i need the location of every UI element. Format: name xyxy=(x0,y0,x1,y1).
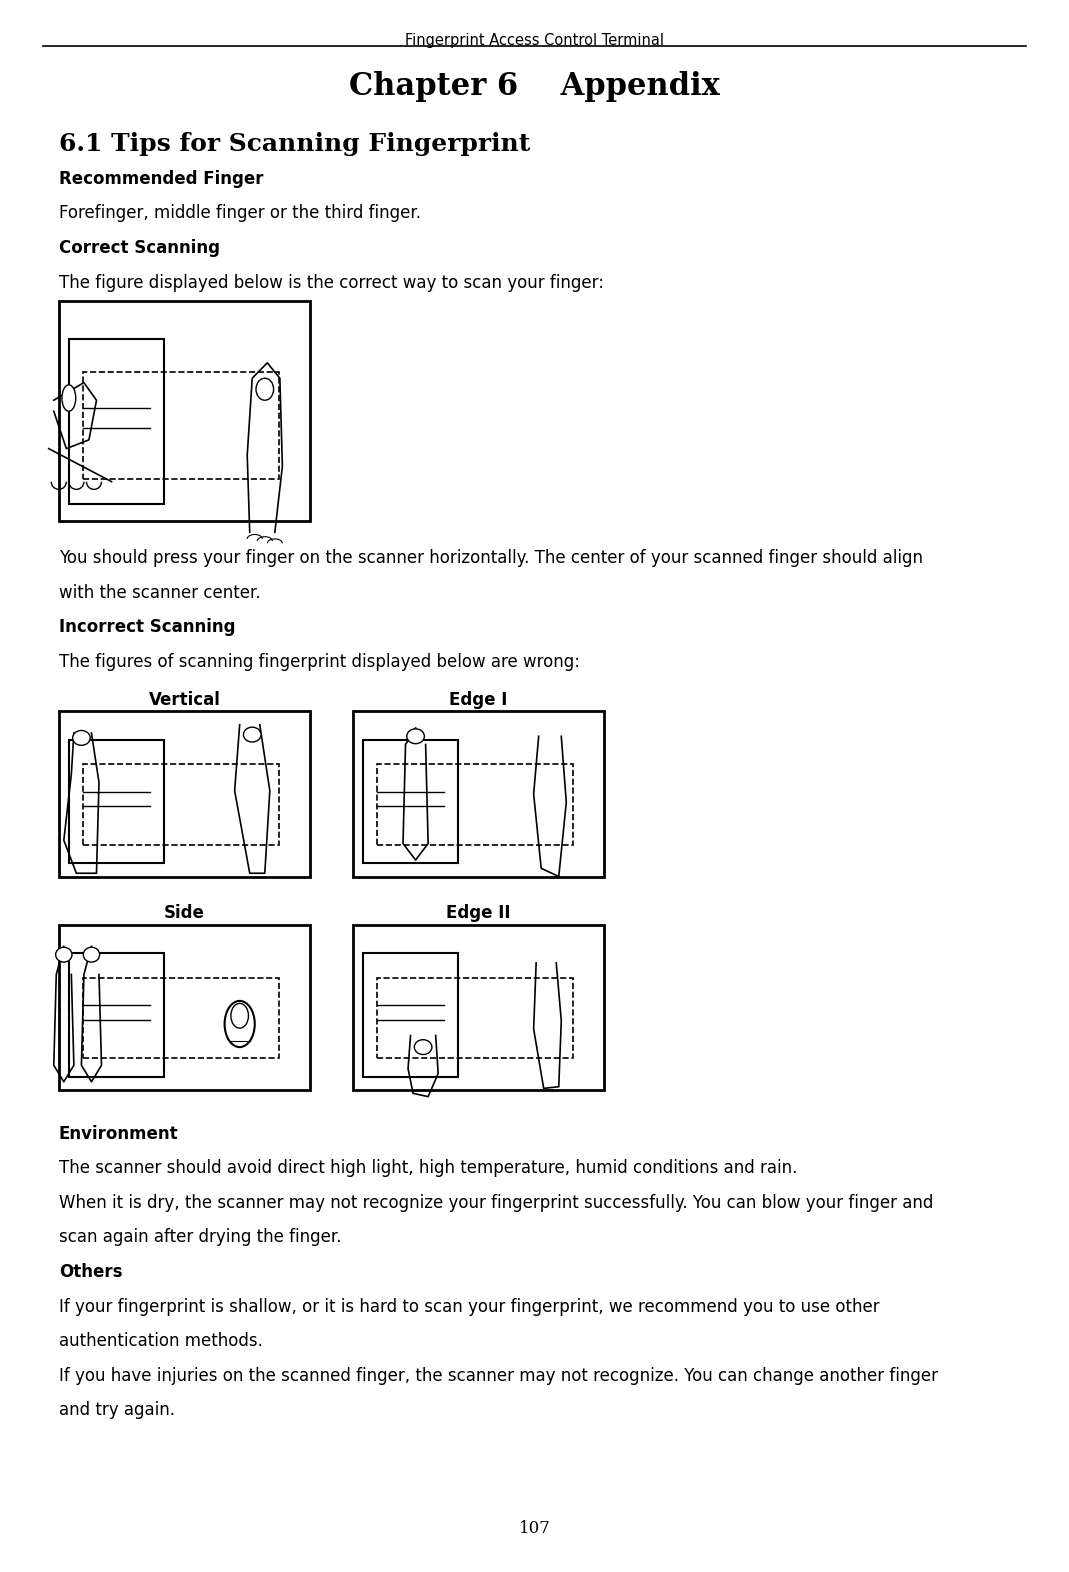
Bar xyxy=(377,764,573,844)
Ellipse shape xyxy=(224,1001,254,1047)
Text: Chapter 6    Appendix: Chapter 6 Appendix xyxy=(350,71,719,102)
Text: and try again.: and try again. xyxy=(59,1401,175,1420)
Text: Forefinger, middle finger or the third finger.: Forefinger, middle finger or the third f… xyxy=(59,204,421,222)
Bar xyxy=(59,924,310,1089)
Text: The figures of scanning fingerprint displayed below are wrong:: The figures of scanning fingerprint disp… xyxy=(59,652,579,671)
Text: 6.1 Tips for Scanning Fingerprint: 6.1 Tips for Scanning Fingerprint xyxy=(59,132,530,156)
Text: with the scanner center.: with the scanner center. xyxy=(59,583,261,602)
Text: You should press your finger on the scanner horizontally. The center of your sca: You should press your finger on the scan… xyxy=(59,549,923,567)
Text: The figure displayed below is the correct way to scan your finger:: The figure displayed below is the correc… xyxy=(59,274,604,291)
Text: Edge I: Edge I xyxy=(449,690,508,709)
Ellipse shape xyxy=(56,948,72,962)
Text: If you have injuries on the scanned finger, the scanner may not recognize. You c: If you have injuries on the scanned fing… xyxy=(59,1366,938,1385)
Text: Others: Others xyxy=(59,1262,122,1281)
Bar xyxy=(83,371,279,479)
Ellipse shape xyxy=(83,948,99,962)
Ellipse shape xyxy=(231,1003,248,1028)
Text: Recommended Finger: Recommended Finger xyxy=(59,170,263,187)
Text: scan again after drying the finger.: scan again after drying the finger. xyxy=(59,1228,341,1247)
Bar xyxy=(68,338,165,503)
Bar xyxy=(353,712,604,877)
Ellipse shape xyxy=(62,385,76,412)
Bar xyxy=(362,739,459,863)
Text: If your fingerprint is shallow, or it is hard to scan your fingerprint, we recom: If your fingerprint is shallow, or it is… xyxy=(59,1297,880,1316)
Bar xyxy=(68,739,165,863)
Text: Correct Scanning: Correct Scanning xyxy=(59,239,220,256)
Text: Vertical: Vertical xyxy=(149,690,220,709)
Text: Fingerprint Access Control Terminal: Fingerprint Access Control Terminal xyxy=(405,33,664,49)
Ellipse shape xyxy=(255,379,274,401)
Bar xyxy=(59,712,310,877)
Bar xyxy=(362,953,459,1077)
Ellipse shape xyxy=(415,1039,432,1055)
Ellipse shape xyxy=(407,729,424,744)
Bar xyxy=(83,764,279,844)
Bar xyxy=(59,302,310,522)
Text: authentication methods.: authentication methods. xyxy=(59,1331,263,1350)
Bar xyxy=(68,953,165,1077)
Text: Environment: Environment xyxy=(59,1124,179,1143)
Text: The scanner should avoid direct high light, high temperature, humid conditions a: The scanner should avoid direct high lig… xyxy=(59,1159,797,1177)
Bar xyxy=(353,924,604,1089)
Ellipse shape xyxy=(244,728,261,742)
Text: When it is dry, the scanner may not recognize your fingerprint successfully. You: When it is dry, the scanner may not reco… xyxy=(59,1193,933,1212)
Bar xyxy=(83,978,279,1058)
Text: 107: 107 xyxy=(518,1520,551,1537)
Bar xyxy=(377,978,573,1058)
Ellipse shape xyxy=(73,731,90,745)
Text: Incorrect Scanning: Incorrect Scanning xyxy=(59,618,235,637)
Text: Side: Side xyxy=(164,904,205,923)
Text: Edge II: Edge II xyxy=(446,904,511,923)
